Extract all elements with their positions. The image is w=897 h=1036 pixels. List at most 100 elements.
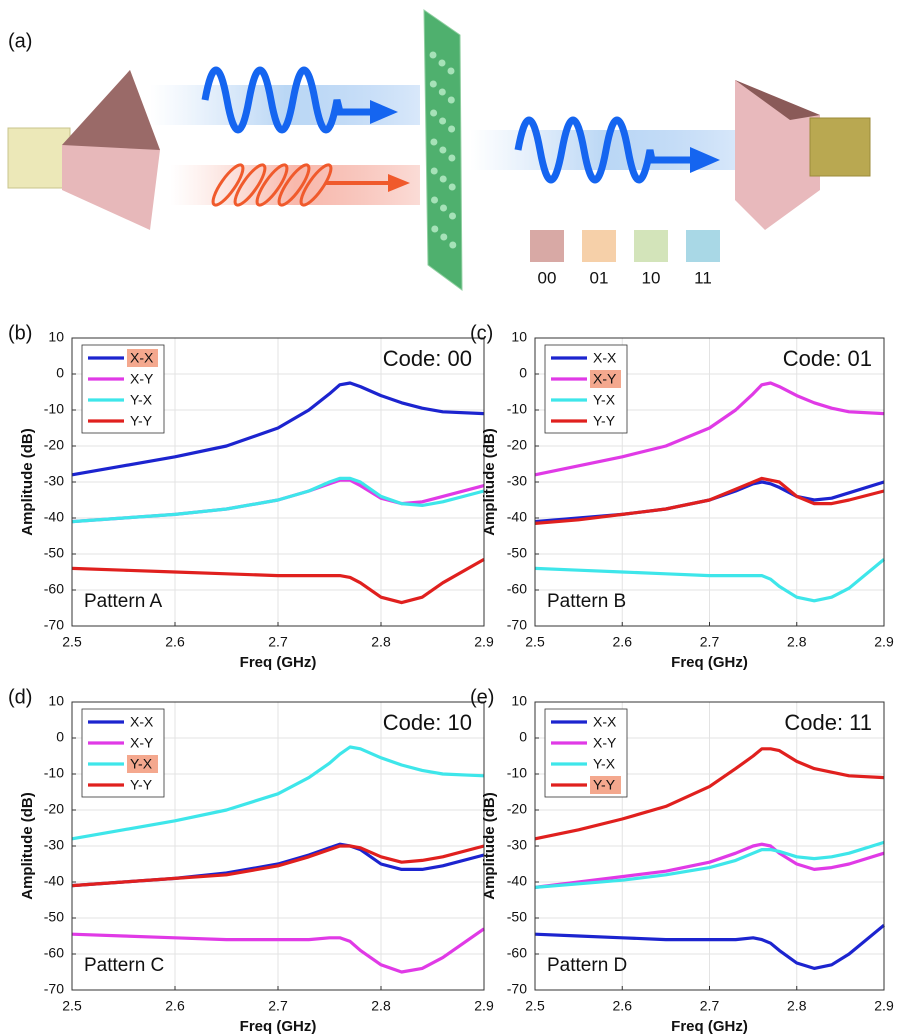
x-tick-label: 2.7: [700, 634, 720, 650]
series-line: [534, 476, 885, 525]
y-tick-label: -10: [44, 401, 64, 417]
series-line: [534, 381, 885, 477]
panel-label: (c): [470, 322, 493, 344]
legend-box: [544, 344, 628, 434]
y-tick-label: -70: [44, 617, 64, 633]
legend-label: X-Y: [593, 371, 617, 387]
axes-frame: [534, 337, 885, 627]
y-axis-label: Amplitude (dB): [19, 428, 36, 535]
y-tick-label: 10: [511, 329, 527, 345]
y-tick-label: -40: [44, 873, 64, 889]
y-tick-label: 0: [519, 729, 527, 745]
code-annotation: Code: 10: [383, 710, 472, 735]
series-line: [71, 927, 485, 974]
y-tick-label: -50: [507, 545, 527, 561]
chart: 10 0 -10 -20 -30 -40 -50 -60 -702.5 2.6 2.7 2.8 2.9 F…: [8, 322, 494, 671]
y-tick-label: -60: [44, 945, 64, 961]
code-swatch: [686, 230, 720, 262]
feed-block: [809, 117, 871, 177]
series-line: [534, 747, 885, 841]
code-swatch: [634, 230, 668, 262]
x-tick-label: 2.6: [613, 998, 633, 1014]
panel-label: (b): [8, 322, 32, 344]
y-tick-label: -30: [507, 837, 527, 853]
wave: [514, 116, 692, 184]
legend-label: Y-X: [130, 756, 153, 772]
y-tick-label: -70: [44, 981, 64, 997]
y-tick-label: -50: [44, 545, 64, 561]
x-tick-label: 2.5: [62, 998, 82, 1014]
x-tick-label: 2.9: [474, 634, 494, 650]
x-axis-label: Freq (GHz): [240, 654, 317, 671]
y-tick-label: -20: [507, 437, 527, 453]
y-tick-label: 0: [56, 729, 64, 745]
pattern-annotation: Pattern B: [547, 591, 626, 612]
axes-frame: [71, 337, 485, 627]
pattern-annotation: Pattern A: [84, 591, 162, 612]
panel-label: (a): [8, 30, 32, 52]
legend-highlight: [127, 349, 158, 367]
legend-label: Y-X: [130, 392, 153, 408]
y-tick-label: 0: [519, 365, 527, 381]
legend-label: X-Y: [130, 735, 154, 751]
x-tick-label: 2.9: [874, 634, 894, 650]
y-tick-label: -50: [507, 909, 527, 925]
y-tick-label: 10: [48, 329, 64, 345]
y-tick-label: -30: [507, 473, 527, 489]
y-tick-label: -20: [44, 437, 64, 453]
series-line: [71, 381, 485, 477]
code-annotation: Code: 11: [784, 710, 872, 735]
legend-label: Y-X: [593, 756, 616, 772]
x-tick-label: 2.7: [268, 998, 288, 1014]
code-label: 10: [642, 268, 661, 287]
pattern-annotation: Pattern C: [84, 955, 164, 976]
legend-label: X-X: [593, 714, 617, 730]
x-axis-label: Freq (GHz): [240, 1018, 317, 1035]
series-line: [71, 844, 485, 888]
y-tick-label: -50: [44, 909, 64, 925]
diagram: (a) 00 01 10 11: [7, 9, 871, 291]
chart: 10 0 -10 -20 -30 -40 -50 -60 -702.5 2.6 2.7 2.8 2.9 F…: [8, 686, 494, 1035]
y-tick-label: -40: [507, 873, 527, 889]
chart: 10 0 -10 -20 -30 -40 -50 -60 -702.5 2.6 2.7 2.8 2.9 F…: [470, 322, 894, 671]
series-line: [71, 476, 485, 524]
x-tick-label: 2.6: [165, 634, 185, 650]
arrow: [690, 147, 720, 173]
x-tick-label: 2.5: [525, 998, 545, 1014]
y-tick-label: -60: [507, 581, 527, 597]
y-axis-label: Amplitude (dB): [481, 792, 498, 899]
horn-top: [735, 80, 820, 120]
y-axis-label: Amplitude (dB): [481, 428, 498, 535]
axes-frame: [71, 701, 485, 991]
y-tick-label: -30: [44, 837, 64, 853]
x-axis-label: Freq (GHz): [671, 1018, 748, 1035]
series-line: [534, 558, 886, 603]
x-tick-label: 2.6: [165, 998, 185, 1014]
x-tick-label: 2.7: [268, 634, 288, 650]
pattern-annotation: Pattern D: [547, 955, 627, 976]
series-line: [71, 558, 485, 605]
series-line: [534, 842, 885, 889]
series-line: [71, 745, 485, 841]
legend-label: Y-Y: [593, 777, 616, 793]
helix: [211, 163, 390, 207]
y-tick-label: -70: [507, 981, 527, 997]
x-axis-label: Freq (GHz): [671, 654, 748, 671]
y-tick-label: 10: [511, 693, 527, 709]
x-tick-label: 2.9: [474, 998, 494, 1014]
chart: 10 0 -10 -20 -30 -40 -50 -60 -702.5 2.6 2.7 2.8 2.9 F…: [470, 686, 894, 1035]
legend-label: Y-X: [593, 392, 616, 408]
code-annotation: Code: 01: [783, 346, 872, 371]
legend-label: X-Y: [593, 735, 617, 751]
code-legend: 00 01 10 11: [530, 230, 720, 287]
arrow: [388, 174, 410, 192]
code-label: 00: [538, 268, 557, 287]
x-tick-label: 2.5: [525, 634, 545, 650]
legend-label: X-X: [130, 350, 154, 366]
panel-label: (d): [8, 686, 32, 708]
x-tick-label: 2.9: [874, 998, 894, 1014]
x-tick-label: 2.6: [613, 634, 633, 650]
wave: [201, 66, 372, 134]
legend-label: Y-Y: [130, 777, 153, 793]
legend-highlight: [590, 370, 621, 388]
